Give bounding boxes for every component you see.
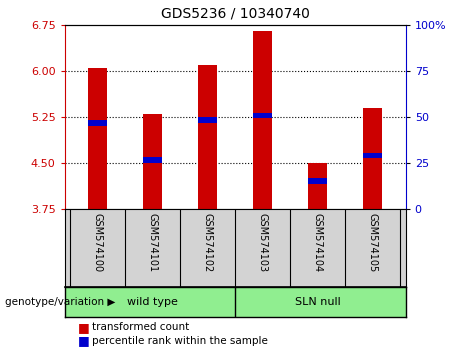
Text: GSM574104: GSM574104: [313, 213, 323, 272]
Bar: [363, 108, 382, 209]
Text: wild type: wild type: [127, 297, 178, 307]
Bar: [308, 178, 327, 184]
Bar: [308, 163, 327, 209]
Bar: [363, 153, 382, 158]
Text: GSM574103: GSM574103: [258, 213, 268, 272]
Text: genotype/variation ▶: genotype/variation ▶: [5, 297, 115, 307]
Text: ■: ■: [78, 321, 90, 334]
Text: SLN null: SLN null: [295, 297, 341, 307]
Bar: [253, 31, 272, 209]
Bar: [198, 65, 217, 209]
Text: GSM574100: GSM574100: [93, 213, 102, 272]
Bar: [198, 117, 217, 122]
Bar: [88, 120, 107, 126]
Text: GSM574101: GSM574101: [148, 213, 158, 272]
Bar: [143, 114, 162, 209]
Bar: [253, 113, 272, 118]
Text: ■: ■: [78, 334, 90, 347]
Text: GSM574105: GSM574105: [368, 213, 378, 272]
Bar: [143, 157, 162, 162]
Text: percentile rank within the sample: percentile rank within the sample: [92, 336, 268, 346]
Title: GDS5236 / 10340740: GDS5236 / 10340740: [161, 7, 309, 21]
Text: GSM574102: GSM574102: [202, 213, 213, 272]
Text: transformed count: transformed count: [92, 322, 189, 332]
Bar: [88, 68, 107, 209]
